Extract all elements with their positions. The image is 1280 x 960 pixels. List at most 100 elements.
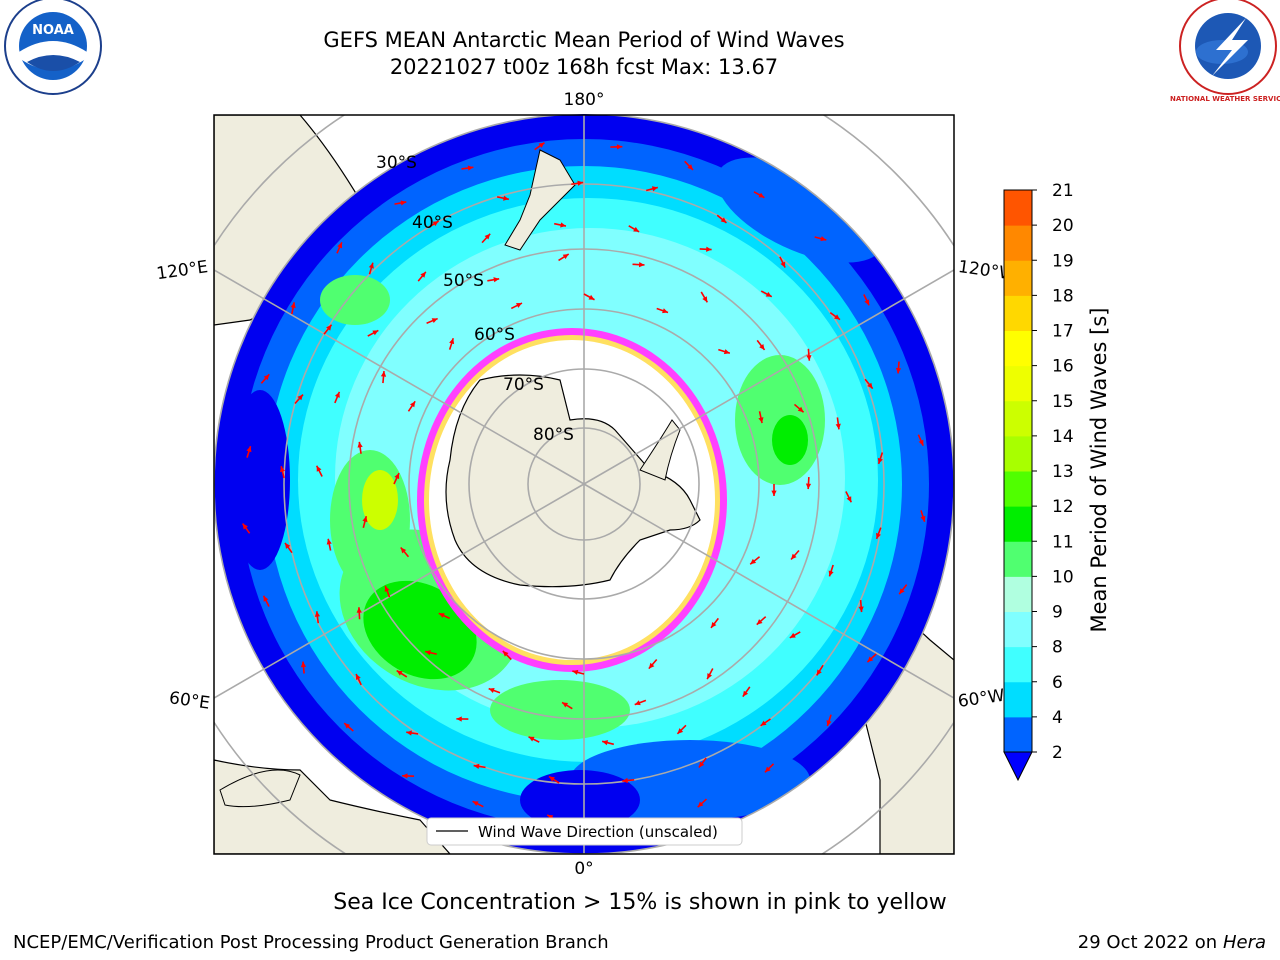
wind-arrow-head (467, 165, 474, 171)
wind-arrow-head (384, 585, 390, 592)
wind-arrow-head (758, 417, 764, 424)
wind-arrow-head (835, 423, 841, 430)
wind-arrow-head (828, 570, 834, 577)
wind-arrow-head (867, 382, 873, 389)
wind-arrow-head (834, 314, 840, 320)
colorbar-band (1004, 506, 1032, 542)
colorbar-tick-label: 15 (1052, 392, 1074, 412)
wind-arrow-head (750, 558, 757, 565)
wind-arrow-head (380, 371, 387, 377)
wind-arrow-head (588, 294, 595, 300)
wind-arrow-head (297, 394, 303, 401)
wind-arrows (241, 142, 926, 825)
wind-arrow-head (687, 164, 694, 170)
wind-arrow-head (368, 262, 374, 269)
wind-arrow-head (789, 632, 796, 638)
wind-arrow-head (484, 233, 491, 240)
lat-label-80s: 80°S (533, 425, 574, 445)
wind-arrow-head (697, 801, 704, 808)
wind-arrow-head (756, 619, 763, 625)
colorbar-tick-label: 17 (1052, 322, 1074, 342)
wind-arrow-head (634, 700, 641, 706)
colorbar-band (1004, 681, 1032, 718)
lon-label-0: 0° (574, 859, 593, 879)
wind-arrow-head (846, 496, 852, 503)
lon-label-60e: 60°E (168, 688, 211, 713)
colorbar-band (1004, 471, 1032, 507)
wind-arrow-head (402, 773, 408, 779)
wind-arrow-head (806, 355, 812, 361)
wind-arrow-head (742, 690, 749, 697)
lat-label-60s: 60°S (474, 325, 515, 345)
colorbar-tick-label: 14 (1052, 427, 1074, 447)
colorbar-band (1004, 435, 1032, 472)
map-legend: Wind Wave Direction (unscaled) (426, 817, 743, 846)
wind-arrow-head (826, 720, 832, 727)
wind-arrow-head (771, 490, 777, 496)
wind-arrow-head (706, 246, 712, 252)
wind-arrow-head (562, 254, 569, 260)
colorbar-band (1004, 716, 1032, 753)
wind-arrow-head (488, 688, 495, 693)
wind-arrow-head (638, 262, 645, 268)
colorbar-tick-label: 20 (1052, 216, 1074, 236)
wind-arrow-head (528, 736, 535, 742)
wind-arrow-head (326, 324, 332, 331)
colorbar-tick-label: 2 (1052, 743, 1063, 763)
colorbar-band (1004, 260, 1032, 296)
wind-arrow-head (516, 303, 523, 308)
antarctica-land (445, 374, 701, 588)
wind-arrow-head (864, 299, 870, 306)
colorbar-band (1004, 611, 1032, 648)
wind-arrow-head (758, 192, 765, 198)
wind-arrow-head (290, 302, 296, 309)
wind-arrow-head (449, 338, 455, 345)
colorbar-tick-label: 9 (1052, 603, 1063, 623)
wind-arrow-head (394, 473, 400, 480)
wind-arrow-head (920, 515, 926, 522)
wind-arrow-head (284, 542, 291, 549)
wind-arrow-head (759, 344, 765, 350)
wind-arrow-head (263, 374, 270, 381)
colorbar-band (1004, 365, 1032, 402)
noaa-logo-icon: NOAA (4, 0, 102, 95)
wind-arrow-head (372, 330, 379, 336)
wind-arrow-head (858, 606, 864, 613)
wind-arrow-head (547, 814, 554, 820)
colorbar-tick-label: 11 (1052, 532, 1074, 552)
wind-arrow-head (246, 446, 252, 453)
wind-arrow-head (698, 761, 705, 768)
wind-arrow-head (797, 406, 804, 413)
wind-arrow-head (314, 611, 321, 617)
colorbar-tick-label: 16 (1052, 357, 1074, 377)
colorbar-tick-label: 10 (1052, 567, 1074, 587)
colorbar-tick-label: 8 (1052, 638, 1063, 658)
wind-arrow-head (356, 607, 362, 613)
nws-logo-text: NATIONAL WEATHER SERVICE (1170, 95, 1280, 103)
wind-arrow-head (472, 801, 479, 807)
wind-arrow-head (279, 466, 286, 473)
wind-arrow-head (723, 349, 730, 355)
wind-arrow-head (356, 674, 361, 681)
wind-arrow-head (562, 702, 569, 708)
colorbar-tick-label: 19 (1052, 251, 1074, 271)
wind-arrow-head (895, 367, 902, 374)
wind-arrow-head (707, 673, 713, 680)
colorbar-band (1004, 541, 1032, 577)
wind-arrow-head (877, 457, 883, 464)
wind-arrow-head (577, 180, 584, 186)
wind-arrow-head (425, 650, 431, 656)
wind-arrow-head (702, 296, 708, 303)
colorbar-band (1004, 225, 1032, 261)
wind-arrow-head (720, 217, 727, 223)
wind-arrow-head (362, 516, 368, 523)
sea-ice-note: Sea Ice Concentration > 15% is shown in … (333, 890, 947, 915)
lat-label-50s: 50°S (443, 271, 484, 291)
wind-arrow-head (791, 553, 797, 560)
colorbar-band (1004, 646, 1032, 683)
wind-arrow-head (662, 308, 669, 314)
new-zealand-land (504, 149, 576, 251)
colorbar-tick-label: 6 (1052, 673, 1063, 693)
colorbar-label: Mean Period of Wind Waves [s] (1087, 308, 1111, 633)
